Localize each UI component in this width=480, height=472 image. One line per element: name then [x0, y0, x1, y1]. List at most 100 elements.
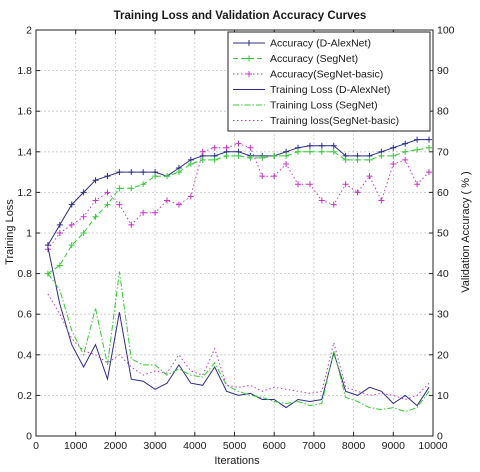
data-point — [414, 146, 421, 153]
y-right-tick-label: 30 — [437, 309, 449, 321]
y-left-tick-label: 0.8 — [17, 268, 32, 280]
y-left-tick-label: 2 — [26, 25, 32, 37]
data-point — [330, 142, 337, 149]
series-4 — [47, 247, 430, 409]
legend-label: Accuracy (D-AlexNet) — [270, 38, 371, 50]
series-line — [47, 247, 430, 409]
data-point — [414, 181, 421, 188]
y-right-tick-label: 90 — [437, 65, 449, 77]
data-point — [128, 185, 135, 192]
data-point — [402, 140, 409, 147]
x-tick-label: 9000 — [382, 440, 406, 452]
y-right-tick-label: 70 — [437, 146, 449, 158]
x-axis-title: Iterations — [214, 455, 260, 467]
data-point — [390, 152, 397, 159]
x-tick-label: 8000 — [342, 440, 366, 452]
legend-label: Training Loss (SegNet) — [270, 100, 378, 112]
data-point — [152, 209, 159, 216]
series-5 — [47, 271, 430, 413]
data-point — [152, 173, 159, 180]
y-right-tick-label: 50 — [437, 228, 449, 240]
data-point — [354, 156, 361, 163]
legend-marker — [246, 71, 252, 77]
data-point — [140, 169, 147, 176]
data-point — [211, 144, 218, 151]
x-tick-label: 5000 — [223, 440, 247, 452]
data-point — [187, 193, 194, 200]
data-point — [223, 152, 230, 159]
legend-marker — [246, 40, 252, 46]
data-point — [116, 169, 123, 176]
legend-marker — [246, 55, 252, 62]
data-point — [199, 148, 206, 155]
y-left-tick-label: 0 — [26, 431, 32, 443]
y-right-tick-label: 40 — [437, 268, 449, 280]
y-left-axis-title: Training Loss — [4, 199, 16, 265]
data-point — [56, 221, 63, 228]
data-point — [247, 154, 254, 161]
data-point — [104, 173, 111, 180]
data-point — [283, 152, 290, 159]
x-tick-label: 1000 — [64, 440, 88, 452]
data-point — [366, 173, 373, 180]
data-point — [68, 201, 75, 208]
data-point — [128, 169, 135, 176]
legend-item: Accuracy(SegNet-basic) — [233, 69, 383, 81]
data-point — [140, 181, 147, 188]
y-left-tick-label: 1.6 — [17, 106, 32, 118]
y-right-tick-label: 80 — [437, 106, 449, 118]
data-point — [80, 189, 87, 196]
data-point — [378, 197, 385, 204]
x-tick-label: 10000 — [418, 440, 447, 452]
data-point — [426, 144, 433, 151]
data-point — [235, 140, 242, 147]
data-point — [68, 221, 75, 228]
data-point — [116, 201, 123, 208]
x-tick-label: 2000 — [104, 440, 128, 452]
y-right-tick-label: 20 — [437, 349, 449, 361]
legend-item: Accuracy (SegNet) — [233, 53, 358, 65]
data-point — [378, 152, 385, 159]
y-right-tick-label: 0 — [437, 431, 443, 443]
series-line — [47, 293, 430, 401]
data-point — [318, 197, 325, 204]
series-6 — [47, 293, 430, 401]
series-line — [47, 271, 430, 413]
data-point — [116, 185, 123, 192]
y-left-tick-label: 0.6 — [17, 309, 32, 321]
data-point — [164, 197, 171, 204]
data-point — [354, 189, 361, 196]
x-tick-label: 4000 — [183, 440, 207, 452]
data-point — [414, 136, 421, 143]
legend: Accuracy (D-AlexNet) Accuracy (SegNet) Acc… — [227, 31, 431, 132]
data-point — [92, 213, 99, 220]
data-point — [390, 160, 397, 167]
y-right-tick-label: 10 — [437, 390, 449, 402]
y-right-axis-title: Validation Accuracy ( % ) — [460, 171, 472, 292]
data-point — [68, 242, 75, 249]
legend-label: Accuracy (SegNet) — [270, 53, 358, 65]
data-point — [223, 144, 230, 151]
data-point — [306, 181, 313, 188]
x-tick-label: 0 — [33, 440, 39, 452]
series-line — [47, 147, 430, 275]
data-point — [199, 156, 206, 163]
data-point — [330, 201, 337, 208]
data-point — [247, 144, 254, 151]
data-point — [104, 201, 111, 208]
series-layer — [44, 136, 433, 413]
y-left-tick-label: 1.8 — [17, 65, 32, 77]
data-point — [426, 136, 433, 143]
series-3 — [44, 140, 433, 253]
legend-label: Accuracy(SegNet-basic) — [270, 69, 383, 81]
legend-item: Training Loss (SegNet) — [233, 100, 378, 112]
data-point — [56, 262, 63, 269]
data-point — [259, 173, 266, 180]
data-point — [104, 189, 111, 196]
data-point — [318, 142, 325, 149]
legend-label: Training loss(SegNet-basic) — [270, 115, 399, 127]
y-left-tick-label: 1.4 — [17, 146, 32, 158]
data-point — [259, 154, 266, 161]
x-tick-label: 7000 — [302, 440, 326, 452]
